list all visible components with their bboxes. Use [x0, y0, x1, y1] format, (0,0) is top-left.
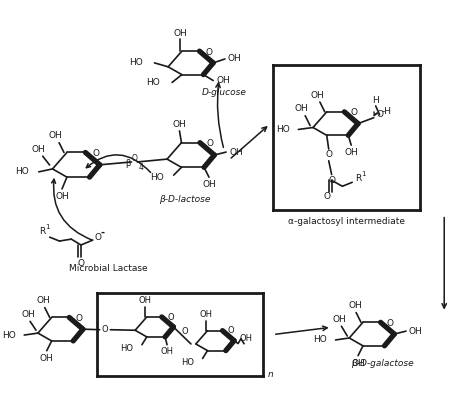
Text: O: O	[207, 139, 214, 149]
Text: O: O	[78, 259, 84, 268]
Text: -: -	[100, 228, 105, 238]
Text: OH: OH	[239, 334, 252, 343]
Text: HO: HO	[313, 335, 327, 344]
Text: O: O	[376, 110, 383, 119]
Text: OH: OH	[228, 55, 242, 64]
Text: OH: OH	[21, 310, 35, 319]
Text: OH: OH	[333, 315, 346, 324]
Text: OH: OH	[344, 149, 358, 158]
Text: HO: HO	[120, 344, 133, 353]
Text: β-D-galactose: β-D-galactose	[351, 359, 414, 368]
Text: OH: OH	[409, 327, 423, 336]
Text: HO: HO	[150, 173, 164, 182]
Text: O: O	[182, 327, 188, 336]
Text: OH: OH	[55, 192, 69, 201]
Text: O: O	[101, 325, 108, 334]
Text: O: O	[387, 319, 394, 328]
Text: 4: 4	[139, 164, 144, 172]
Text: OH: OH	[310, 91, 324, 100]
Text: OH: OH	[138, 296, 151, 305]
Text: OH: OH	[348, 301, 362, 310]
Text: -H: -H	[382, 107, 392, 117]
Text: HO: HO	[181, 358, 194, 367]
Text: O: O	[325, 150, 332, 160]
Text: O: O	[167, 312, 174, 322]
Text: Microbial Lactase: Microbial Lactase	[69, 264, 148, 273]
Text: O: O	[94, 233, 101, 242]
Text: OH: OH	[294, 104, 308, 113]
Text: OH: OH	[37, 296, 51, 305]
Text: OH: OH	[173, 120, 186, 129]
Text: O: O	[92, 149, 99, 158]
Text: O: O	[75, 314, 82, 323]
Text: D-glucose: D-glucose	[201, 88, 246, 97]
Text: OH: OH	[202, 181, 216, 190]
Text: HO: HO	[129, 58, 143, 68]
Text: O: O	[323, 192, 330, 201]
Text: OH: OH	[161, 347, 173, 356]
Text: OH: OH	[40, 354, 54, 363]
Text: 1: 1	[362, 171, 366, 177]
Text: 1: 1	[46, 224, 50, 230]
Text: OH: OH	[351, 359, 365, 368]
Text: R: R	[39, 227, 45, 236]
Text: H: H	[372, 96, 379, 105]
Text: O: O	[351, 108, 358, 117]
Text: HO: HO	[2, 331, 16, 340]
Text: HO: HO	[15, 167, 29, 176]
Text: O: O	[328, 176, 335, 185]
Text: OH: OH	[48, 131, 62, 140]
Text: O: O	[131, 154, 137, 163]
Text: O: O	[228, 326, 235, 335]
Text: OH: OH	[216, 76, 230, 85]
Text: R: R	[355, 174, 361, 183]
Text: β-D-lactose: β-D-lactose	[159, 196, 210, 205]
Text: n: n	[268, 370, 274, 379]
Text: OH: OH	[229, 148, 243, 156]
Text: OH: OH	[32, 145, 46, 154]
Text: HO: HO	[276, 125, 290, 134]
Text: α-galactosyl intermediate: α-galactosyl intermediate	[288, 217, 405, 226]
Text: OH: OH	[173, 29, 187, 38]
Text: β: β	[125, 160, 130, 168]
Text: OH: OH	[199, 310, 212, 318]
Text: HO: HO	[146, 78, 160, 87]
Text: O: O	[206, 48, 213, 56]
